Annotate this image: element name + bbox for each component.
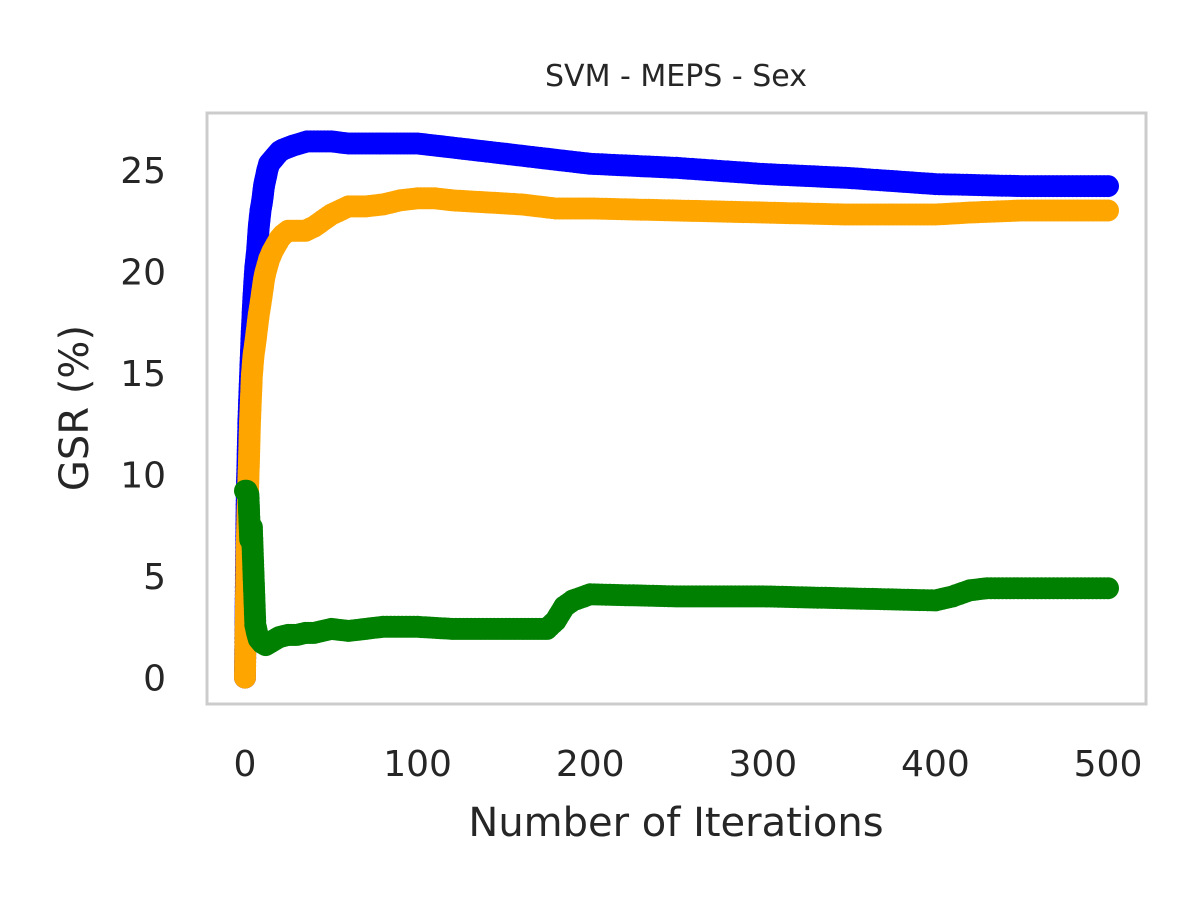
chart-title: SVM - MEPS - Sex: [545, 59, 807, 94]
x-tick-label: 100: [383, 744, 452, 785]
y-tick-label: 20: [120, 252, 166, 293]
y-axis-label: GSR (%): [52, 325, 98, 491]
x-tick-label: 300: [728, 744, 797, 785]
x-tick-label: 0: [234, 744, 257, 785]
data-point: [1097, 175, 1119, 198]
x-axis-label: Number of Iterations: [468, 800, 883, 846]
plot-frame: [205, 111, 1148, 706]
y-tick-label: 0: [143, 659, 166, 700]
data-point: [1097, 577, 1119, 600]
series-layer: [234, 130, 1119, 689]
y-tick-label: 25: [120, 151, 166, 192]
x-tick-labels: 0 100 200 300 400 500: [234, 744, 1143, 785]
y-tick-label: 10: [120, 456, 166, 497]
y-tick-labels: 0 5 10 15 20 25: [120, 151, 166, 700]
y-tick-label: 5: [143, 557, 166, 598]
data-point: [1097, 199, 1119, 222]
x-tick-label: 500: [1074, 744, 1143, 785]
x-tick-label: 400: [901, 744, 970, 785]
series-2: [234, 479, 1119, 657]
y-tick-label: 15: [120, 354, 166, 395]
x-tick-label: 200: [556, 744, 625, 785]
